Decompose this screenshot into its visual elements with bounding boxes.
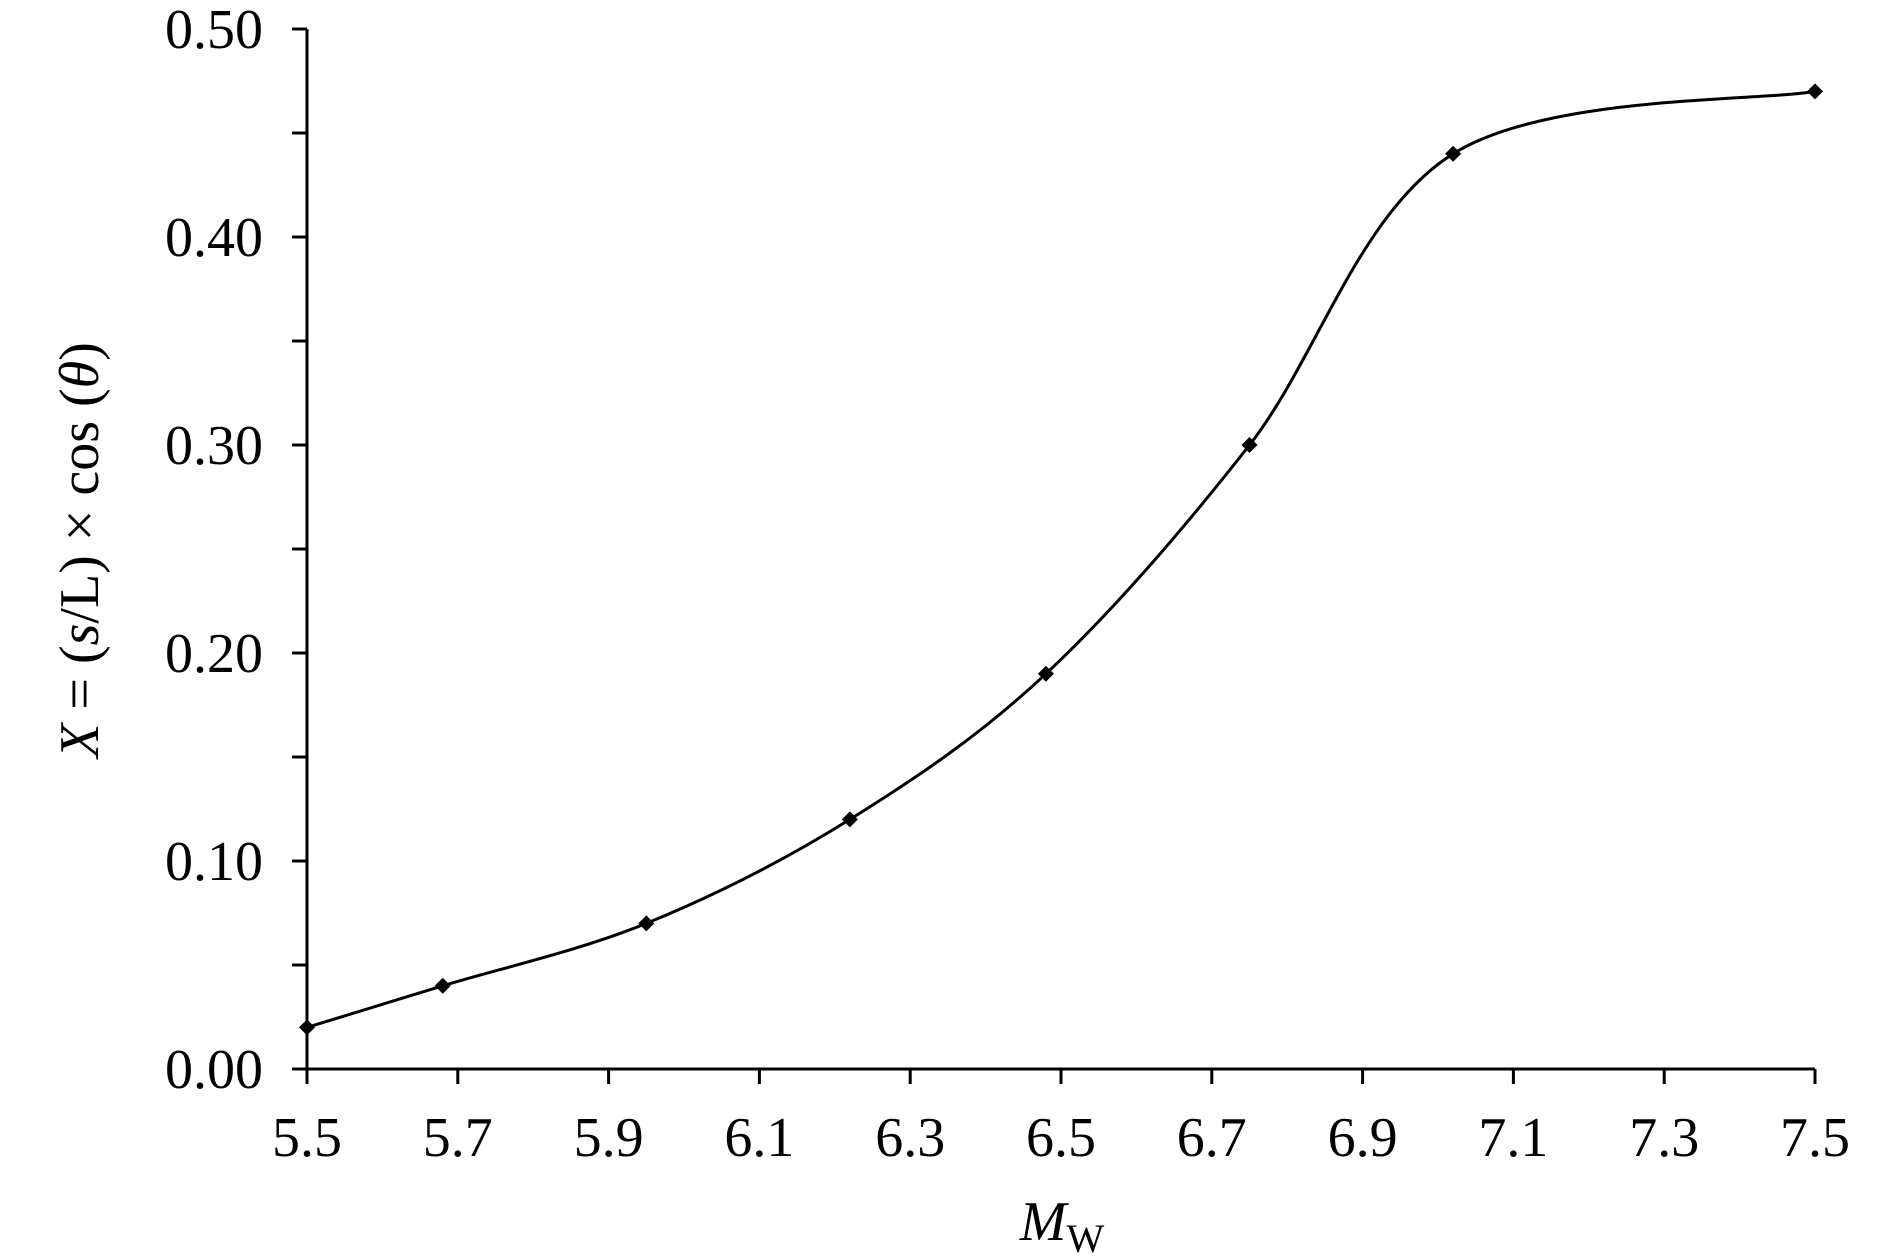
x-title-sub: W <box>1066 1216 1104 1259</box>
y-tick-label: 0.50 <box>165 0 263 61</box>
y-title-part: ) <box>49 342 111 361</box>
x-tick-label: 6.1 <box>724 1107 794 1169</box>
y-tick-label: 0.30 <box>165 415 263 477</box>
marker <box>638 915 655 932</box>
x-tick-label: 7.3 <box>1629 1107 1699 1169</box>
y-axis-title: X = (s/L) × cos (θ) <box>49 342 111 760</box>
marker <box>1241 437 1258 453</box>
y-tick-label: 0.00 <box>165 1039 263 1101</box>
marker <box>434 977 451 994</box>
x-tick-label: 5.5 <box>272 1107 342 1169</box>
x-tick-label: 7.5 <box>1780 1107 1850 1169</box>
y-tick-label: 0.10 <box>165 831 263 893</box>
marker <box>1445 145 1462 162</box>
y-title-part: s <box>49 624 111 646</box>
marker <box>1807 83 1823 100</box>
x-axis-title: MW <box>1019 1191 1105 1259</box>
y-title-part: = ( <box>49 645 111 723</box>
x-tick-label: 6.7 <box>1177 1107 1247 1169</box>
marker <box>299 1019 315 1036</box>
y-title-part: /L) × cos ( <box>49 388 111 623</box>
y-tick-label: 0.20 <box>165 623 263 685</box>
x-tick-label: 5.7 <box>423 1107 493 1169</box>
marker <box>1037 665 1054 682</box>
x-title-part: M <box>1019 1191 1070 1253</box>
y-title-part: X <box>49 721 111 760</box>
x-tick-label: 6.3 <box>875 1107 945 1169</box>
x-tick-label: 7.1 <box>1478 1107 1548 1169</box>
marker <box>841 811 858 828</box>
y-title-part: θ <box>49 361 111 389</box>
x-tick-label: 6.9 <box>1328 1107 1398 1169</box>
line-series <box>306 89 1816 1029</box>
x-tick-label: 5.9 <box>574 1107 644 1169</box>
x-tick-label: 6.5 <box>1026 1107 1096 1169</box>
y-tick-label: 0.40 <box>165 207 263 269</box>
